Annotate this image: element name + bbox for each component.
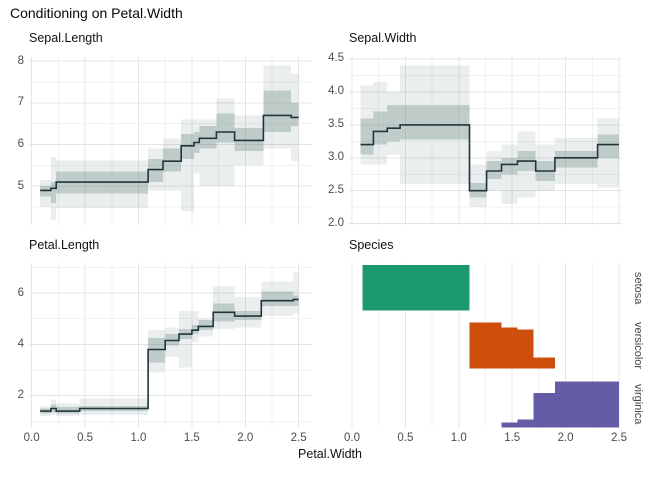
median-step-line-sepal-width [360,124,619,192]
plot-sepal-width [349,57,622,225]
y-tick-label: 3.5 [328,118,344,131]
bar-versicolor [533,357,555,369]
y-tick-label: 5 [17,179,24,192]
facet-label-versicolor: versicolor [632,322,644,370]
figure-title: Conditioning on Petal.Width [10,5,183,21]
y-tick-label: 2.5 [328,184,344,197]
y-tick-label: 4 [17,337,24,350]
x-tick-label: 1.5 [183,432,200,444]
y-tick-label: 4.5 [328,52,344,65]
facet-row-virginica [501,381,620,428]
facet-row-versicolor [469,322,555,369]
y-tick-label: 2 [17,389,24,402]
bar-virginica [554,381,620,428]
bar-virginica [501,422,518,428]
x-tick-label: 1.0 [130,432,147,444]
y-tick-label: 2.0 [328,217,344,230]
x-tick-label: 1.5 [504,432,521,444]
y-tick-label: 7 [17,96,24,109]
bar-virginica [517,419,534,428]
x-tick-label: 2.5 [290,432,307,444]
plot-sepal-length [29,57,312,225]
facet-label-setosa: setosa [632,271,644,305]
median-step-line-petal-length [40,298,299,412]
y-tick-label: 6 [17,138,24,151]
x-tick-label: 0.0 [23,432,40,444]
x-axis-title: Petal.Width [298,447,362,461]
x-tick-label: 2.0 [237,432,254,444]
median-step-line-sepal-length [40,114,299,192]
plot-species [351,263,620,428]
bar-virginica [533,393,555,428]
x-tick-label: 0.5 [397,432,414,444]
facet-label-virginica: virginica [632,384,644,425]
bar-versicolor [517,329,534,369]
x-tick-label: 0.0 [343,432,360,444]
x-tick-label: 0.5 [77,432,94,444]
y-tick-label: 6 [17,286,24,299]
facet-row-setosa [362,265,470,311]
panel-title-sepal-width: Sepal.Width [349,31,417,45]
panel-title-petal-length: Petal.Length [29,238,100,252]
plot-petal-length [29,263,312,427]
bar-versicolor [501,327,518,369]
quantile-band-inner [360,105,620,198]
quantile-band-inner [40,90,299,203]
x-tick-label: 2.0 [557,432,574,444]
panel-title-sepal-length: Sepal.Length [29,31,103,45]
bar-versicolor [469,322,502,369]
x-tick-label: 2.5 [611,432,627,444]
x-tick-label: 1.0 [450,432,467,444]
y-tick-label: 8 [17,54,24,67]
y-tick-label: 4.0 [328,85,344,98]
y-tick-label: 3.0 [328,151,344,164]
bar-setosa [362,265,470,311]
panel-title-species: Species [349,238,394,252]
